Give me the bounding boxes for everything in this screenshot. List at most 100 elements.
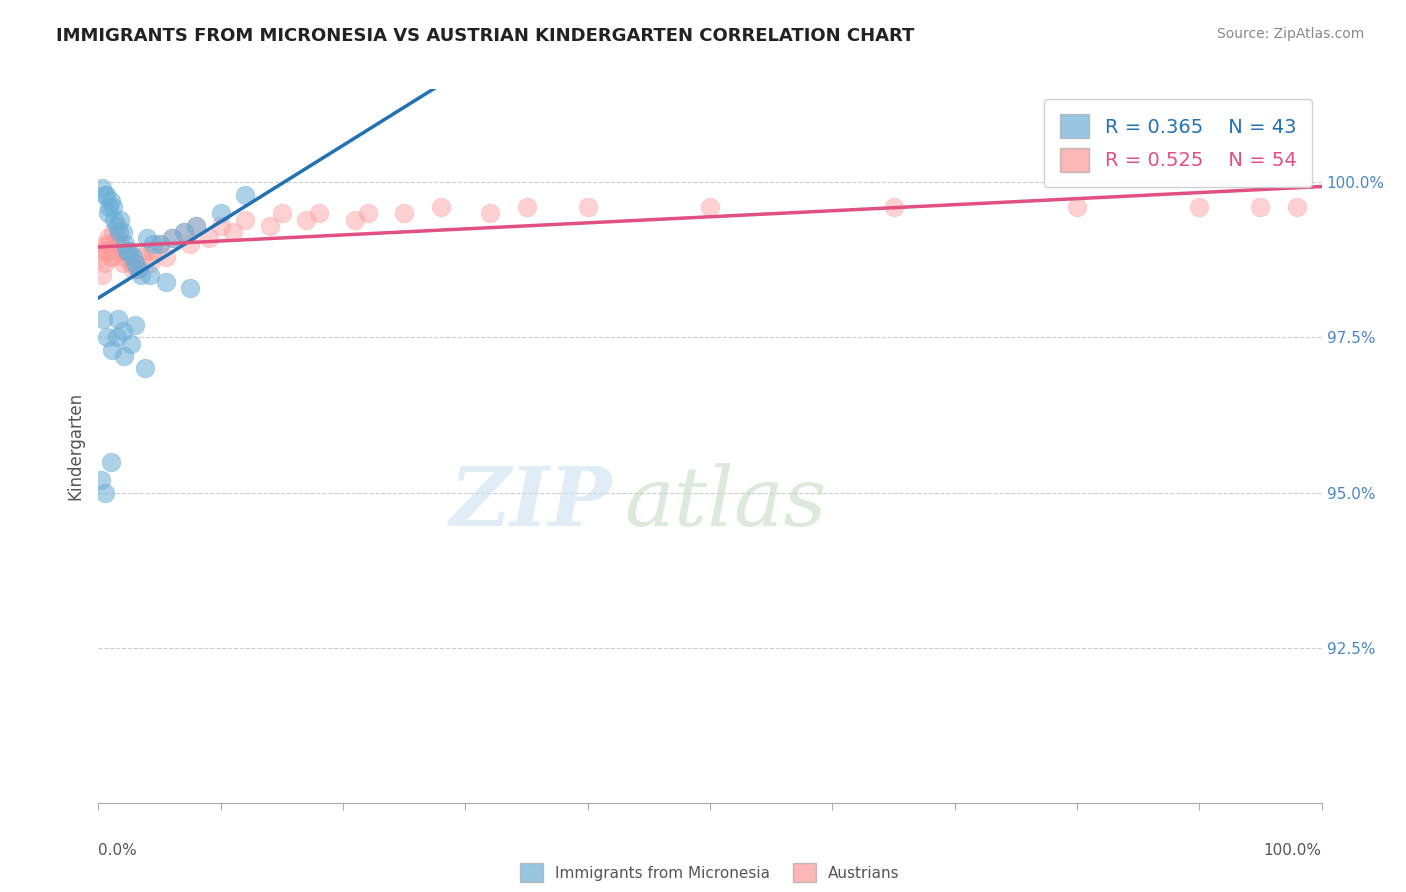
Legend: Immigrants from Micronesia, Austrians: Immigrants from Micronesia, Austrians — [515, 857, 905, 888]
Point — [103, 212, 125, 227]
Point — [112, 250, 135, 264]
Point — [121, 262, 143, 277]
Point — [100, 250, 122, 264]
Point — [179, 281, 201, 295]
Point — [91, 268, 114, 283]
Point — [160, 231, 183, 245]
Point — [308, 206, 330, 220]
Point — [108, 244, 131, 258]
Point — [233, 187, 256, 202]
Point — [270, 206, 294, 220]
Point — [149, 237, 172, 252]
Point — [142, 237, 165, 252]
Point — [90, 473, 112, 487]
Point — [139, 256, 162, 270]
Point — [139, 268, 162, 283]
Point — [134, 361, 156, 376]
Point — [120, 336, 142, 351]
Point — [114, 244, 136, 258]
Point — [209, 219, 232, 233]
Point — [516, 200, 538, 214]
Point — [91, 181, 114, 195]
Text: 100.0%: 100.0% — [1264, 843, 1322, 858]
Point — [209, 206, 232, 220]
Point — [1286, 200, 1309, 214]
Point — [186, 219, 208, 233]
Point — [136, 244, 159, 258]
Point — [101, 343, 124, 357]
Point — [98, 200, 121, 214]
Point — [149, 237, 172, 252]
Point — [114, 237, 136, 252]
Point — [127, 262, 149, 277]
Point — [101, 225, 124, 239]
Point — [160, 231, 183, 245]
Point — [93, 187, 115, 202]
Point — [104, 237, 127, 252]
Point — [101, 200, 124, 214]
Point — [173, 225, 195, 239]
Point — [93, 256, 115, 270]
Point — [115, 244, 138, 258]
Point — [118, 250, 141, 264]
Point — [96, 244, 118, 258]
Point — [108, 225, 131, 239]
Text: 0.0%: 0.0% — [98, 843, 138, 858]
Point — [576, 200, 599, 214]
Point — [356, 206, 378, 220]
Point — [127, 262, 149, 277]
Point — [1188, 200, 1211, 214]
Point — [392, 206, 416, 220]
Point — [295, 212, 318, 227]
Point — [101, 250, 124, 264]
Point — [105, 219, 128, 233]
Point — [478, 206, 501, 220]
Point — [100, 194, 122, 208]
Text: atlas: atlas — [624, 463, 827, 543]
Point — [96, 330, 118, 344]
Point — [98, 237, 121, 252]
Point — [155, 250, 177, 264]
Point — [179, 237, 201, 252]
Point — [129, 250, 152, 264]
Point — [107, 311, 129, 326]
Point — [344, 212, 367, 227]
Point — [142, 244, 165, 258]
Point — [883, 200, 905, 214]
Point — [222, 225, 245, 239]
Point — [155, 275, 177, 289]
Point — [111, 256, 134, 270]
Point — [97, 206, 120, 220]
Point — [124, 256, 146, 270]
Point — [105, 330, 128, 344]
Point — [105, 231, 128, 245]
Point — [197, 231, 219, 245]
Point — [120, 256, 142, 270]
Point — [1066, 200, 1088, 214]
Point — [90, 250, 112, 264]
Point — [93, 485, 115, 500]
Point — [1250, 200, 1272, 214]
Point — [430, 200, 453, 214]
Point — [121, 250, 143, 264]
Point — [110, 237, 132, 252]
Text: IMMIGRANTS FROM MICRONESIA VS AUSTRIAN KINDERGARTEN CORRELATION CHART: IMMIGRANTS FROM MICRONESIA VS AUSTRIAN K… — [56, 27, 915, 45]
Point — [111, 225, 134, 239]
Point — [100, 454, 122, 468]
Point — [259, 219, 281, 233]
Point — [94, 237, 117, 252]
Point — [97, 231, 120, 245]
Point — [110, 212, 132, 227]
Point — [173, 225, 195, 239]
Point — [124, 256, 146, 270]
Point — [94, 187, 117, 202]
Point — [136, 231, 159, 245]
Point — [91, 311, 114, 326]
Text: ZIP: ZIP — [450, 463, 612, 543]
Point — [129, 268, 152, 283]
Point — [124, 318, 146, 332]
Point — [91, 244, 114, 258]
Point — [111, 324, 134, 338]
Y-axis label: Kindergarten: Kindergarten — [66, 392, 84, 500]
Point — [186, 219, 208, 233]
